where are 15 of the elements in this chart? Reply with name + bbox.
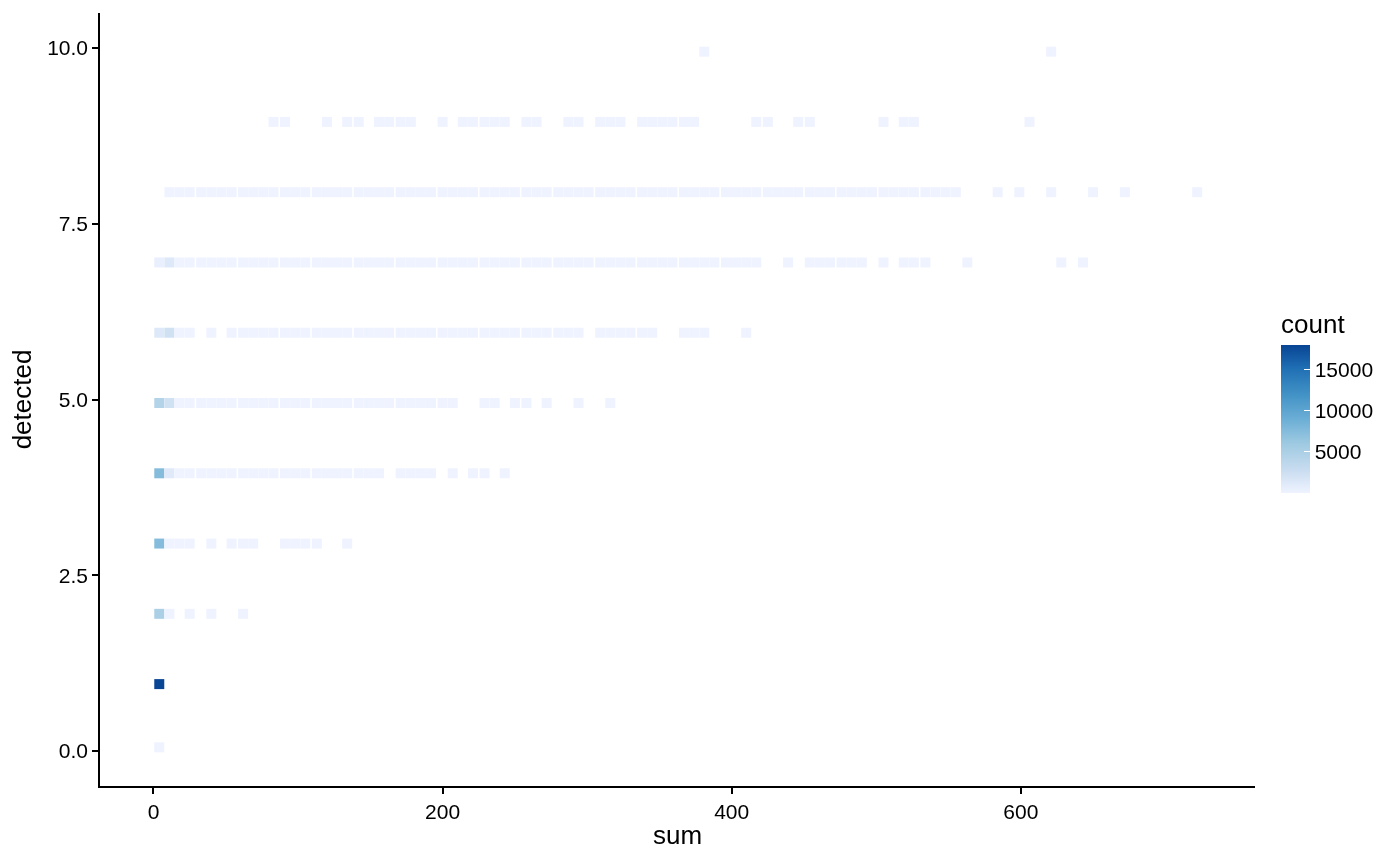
x-axis-title: sum [652, 820, 703, 851]
y-tick-label: 5.0 [58, 387, 88, 411]
x-tick-label: 600 [1003, 800, 1039, 823]
x-tick-label: 400 [714, 800, 750, 823]
x-tick-label: 0 [147, 800, 160, 823]
color-bar-title: count [1281, 308, 1346, 339]
color-bar-label: 5000 [1314, 440, 1362, 464]
x-tick-label: 200 [425, 800, 461, 823]
y-axis-title: detected [7, 349, 38, 450]
y-tick-label: 2.5 [58, 563, 88, 587]
y-tick-label: 10.0 [47, 36, 88, 60]
color-bar-label: 15000 [1314, 358, 1374, 382]
color-bar-label: 10000 [1314, 399, 1374, 423]
y-tick-label: 0.0 [58, 739, 88, 763]
y-tick-label: 7.5 [58, 212, 88, 236]
